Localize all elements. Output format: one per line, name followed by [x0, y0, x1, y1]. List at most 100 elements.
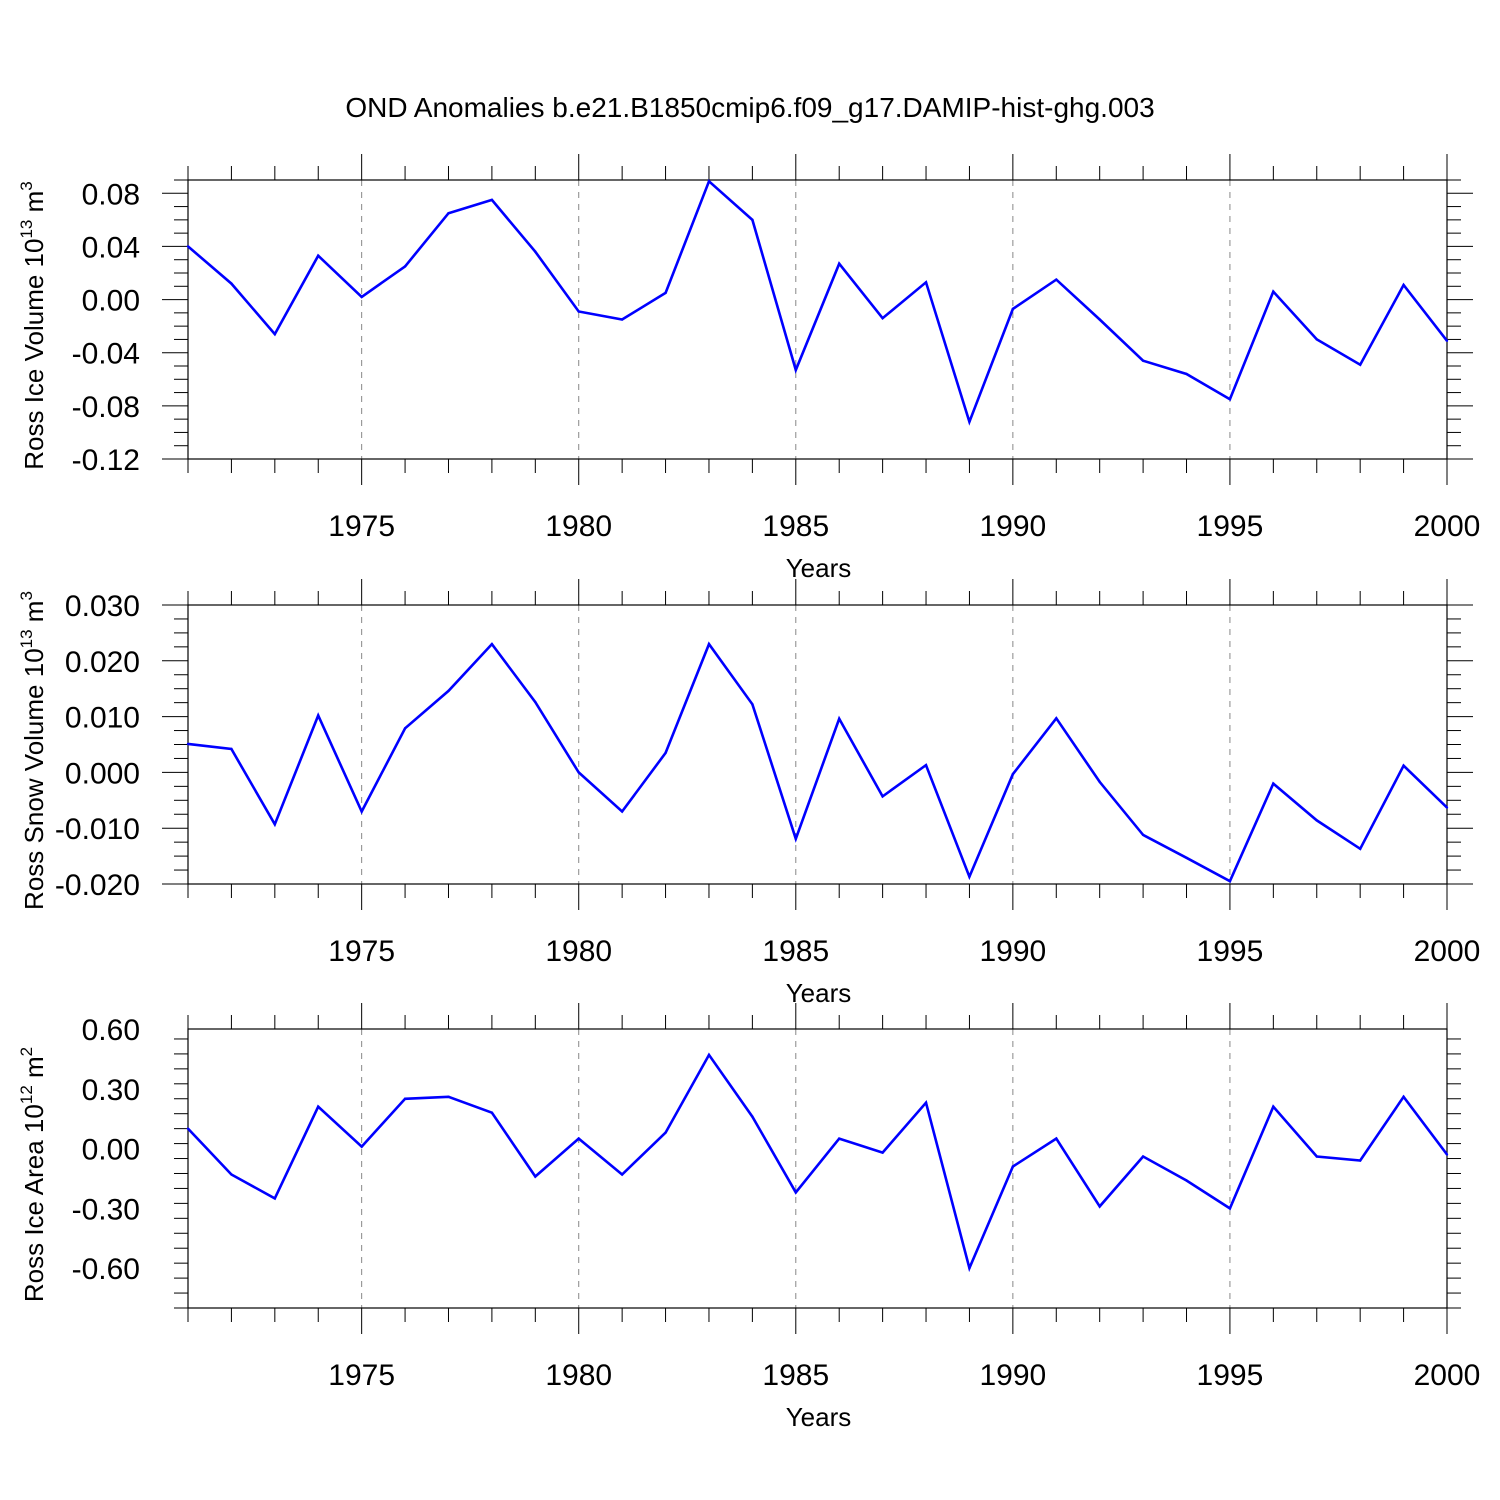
- data-point: [317, 254, 320, 257]
- data-point: [620, 810, 624, 813]
- data-point: [1402, 764, 1405, 767]
- data-point: [664, 291, 667, 295]
- x-tick-label: 1990: [979, 935, 1046, 968]
- x-tick-label: 1990: [979, 510, 1046, 543]
- data-point: [1315, 1155, 1318, 1158]
- data-point: [1445, 339, 1449, 342]
- data-point: [230, 282, 233, 285]
- series-line: [187, 179, 1449, 426]
- data-point: [1055, 717, 1058, 720]
- data-point: [1272, 290, 1275, 293]
- x-tick-label: 2000: [1414, 1359, 1481, 1392]
- data-point: [620, 318, 624, 321]
- data-point: [794, 837, 797, 841]
- series-line: [187, 641, 1448, 884]
- data-point: [664, 1131, 667, 1134]
- data-point: [751, 1115, 754, 1118]
- x-tick-label: 1995: [1197, 1359, 1264, 1392]
- x-tick-label: 1980: [545, 510, 612, 543]
- data-point: [881, 316, 884, 320]
- data-point: [1098, 318, 1101, 321]
- x-tick-label: 2000: [1414, 935, 1481, 968]
- data-point: [1185, 372, 1188, 376]
- data-point: [1272, 782, 1275, 785]
- data-point: [1141, 1155, 1145, 1158]
- x-axis-title: Years: [786, 978, 852, 1008]
- x-tick-label: 1990: [979, 1359, 1046, 1392]
- data-point: [1402, 283, 1405, 287]
- y-tick-label: -0.60: [72, 1253, 140, 1286]
- data-point: [1055, 278, 1058, 281]
- data-point: [881, 795, 884, 798]
- x-tick-label: 1985: [762, 1359, 829, 1392]
- x-tick-label: 1980: [545, 935, 612, 968]
- data-point: [230, 747, 233, 751]
- data-point: [924, 763, 928, 767]
- y-tick-label: -0.04: [72, 338, 140, 371]
- data-point: [1402, 1095, 1405, 1098]
- data-point: [794, 368, 797, 372]
- panel-2: -0.020 -0.010 0.000 0.010 0.020 0.030 1975 1980…: [17, 579, 1480, 1008]
- plot-frame: [187, 1028, 1448, 1309]
- x-tick-label: 2000: [1414, 510, 1481, 543]
- data-point: [577, 310, 580, 313]
- data-point: [968, 420, 971, 423]
- data-point: [1098, 1205, 1101, 1208]
- y-tick-label: 0.000: [65, 757, 140, 790]
- data-point: [360, 810, 363, 813]
- y-tick-label: 0.030: [65, 590, 140, 623]
- data-point: [838, 1137, 841, 1140]
- data-point: [1228, 398, 1232, 401]
- data-point: [317, 714, 320, 717]
- x-tick-label: 1995: [1197, 510, 1264, 543]
- data-point: [751, 218, 754, 222]
- plot-frame: [187, 179, 1448, 460]
- x-tick-label: 1975: [328, 510, 395, 543]
- x-tick-label: 1975: [328, 1359, 395, 1392]
- data-point: [577, 771, 580, 774]
- data-point: [360, 295, 363, 299]
- y-tick-label: -0.12: [72, 444, 140, 477]
- data-point: [403, 727, 407, 730]
- y-tick-label: 0.04: [82, 231, 140, 264]
- x-tick-label: 1980: [545, 1359, 612, 1392]
- data-point: [707, 180, 711, 183]
- data-point: [360, 1145, 363, 1148]
- data-point: [447, 1095, 450, 1098]
- data-point: [273, 332, 277, 336]
- data-point: [317, 1105, 320, 1108]
- data-point: [403, 1097, 407, 1100]
- data-point: [534, 250, 537, 253]
- y-tick-label: -0.08: [72, 391, 140, 424]
- series-line: [187, 1052, 1449, 1273]
- data-point: [1228, 880, 1232, 883]
- data-point: [1011, 307, 1015, 311]
- data-point: [490, 198, 494, 202]
- data-point: [1272, 1105, 1275, 1108]
- data-point: [230, 1173, 233, 1176]
- data-point: [1445, 806, 1449, 809]
- data-point: [447, 689, 450, 693]
- y-tick-label: 0.08: [82, 178, 140, 211]
- y-tick-label: 0.00: [82, 1134, 140, 1167]
- panel-3: -0.60 -0.30 0.00 0.30 0.60 1975 1980 1985 1990 19…: [17, 1003, 1480, 1432]
- y-tick-label: -0.30: [72, 1193, 140, 1226]
- data-point: [1358, 1159, 1362, 1162]
- data-point: [1141, 359, 1145, 362]
- data-point: [620, 1173, 624, 1176]
- x-tick-label: 1985: [762, 935, 829, 968]
- data-point: [186, 245, 190, 248]
- data-point: [1011, 772, 1015, 776]
- y-axis-title: Ross Snow Volume 1013 m3: [17, 591, 49, 910]
- x-axis-title: Years: [786, 553, 852, 583]
- x-tick-label: 1975: [328, 935, 395, 968]
- data-point: [490, 1111, 494, 1114]
- data-point: [186, 1127, 190, 1130]
- y-tick-label: 0.30: [82, 1074, 140, 1107]
- y-tick-label: 0.020: [65, 646, 140, 679]
- y-axis-title: Ross Ice Area 1012 m2: [17, 1047, 49, 1302]
- data-point: [1315, 819, 1318, 822]
- data-point: [577, 1137, 580, 1140]
- data-point: [403, 265, 407, 268]
- data-point: [447, 212, 450, 215]
